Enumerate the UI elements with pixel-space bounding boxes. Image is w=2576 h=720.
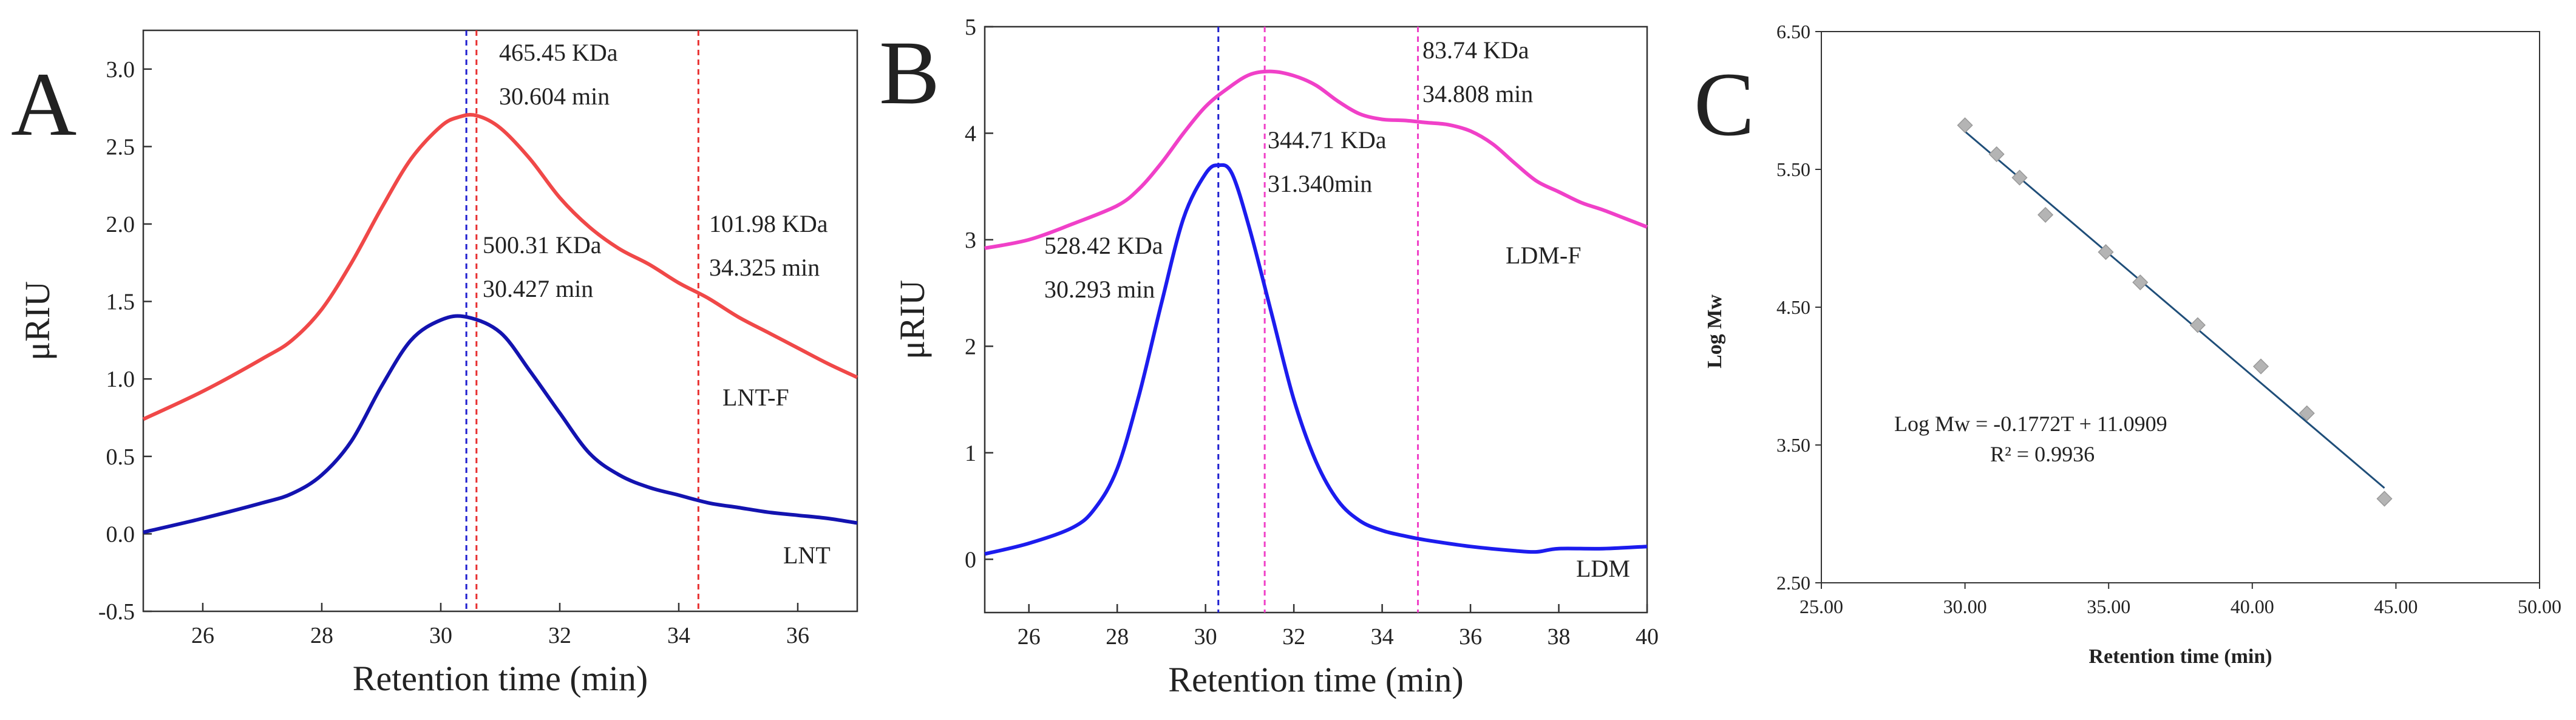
- series-label-ldm-f: LDM-F: [1506, 242, 1581, 269]
- x-tick-label: 32: [1282, 624, 1305, 650]
- panel-letter: C: [1694, 54, 1755, 155]
- data-point: [1957, 117, 1973, 134]
- x-tick-label: 34: [667, 623, 690, 648]
- y-axis-title: μRIU: [892, 280, 932, 359]
- x-tick-label: 30: [429, 623, 452, 648]
- y-tick-label: 6.50: [1776, 21, 1810, 42]
- x-tick-label: 25.00: [1799, 596, 1843, 617]
- regression-r-squared: R² = 0.9936: [1990, 442, 2095, 466]
- y-tick-label: 3.50: [1776, 434, 1810, 456]
- x-tick-label: 35.00: [2087, 596, 2130, 617]
- y-tick-label: 4.50: [1776, 296, 1810, 318]
- peak-annotation-mw: 83.74 KDa: [1422, 36, 1529, 64]
- y-tick-label: 5.50: [1776, 158, 1810, 180]
- y-tick-label: 0: [965, 547, 976, 572]
- peak-annotation-time: 30.604 min: [499, 83, 610, 110]
- y-tick-label: 1: [965, 441, 976, 466]
- peak-annotation-mw: 465.45 KDa: [499, 39, 618, 66]
- data-point: [2037, 206, 2054, 223]
- x-tick-label: 50.00: [2518, 596, 2561, 617]
- x-axis-title: Retention time (min): [1168, 660, 1463, 699]
- data-point: [2189, 317, 2206, 333]
- x-tick-label: 40.00: [2231, 596, 2274, 617]
- peak-annotation-time: 30.427 min: [483, 275, 593, 302]
- data-point: [2132, 274, 2149, 291]
- x-tick-label: 28: [310, 623, 333, 648]
- series-line-lnt: [143, 314, 858, 534]
- series-label-ldm: LDM: [1576, 555, 1630, 582]
- series-line-lnt-f: [142, 113, 858, 421]
- x-tick-label: 38: [1548, 624, 1571, 650]
- peak-annotation-mw: 500.31 KDa: [483, 231, 602, 259]
- peak-annotation-mw: 528.42 KDa: [1044, 232, 1163, 259]
- x-tick-label: 26: [191, 623, 214, 648]
- regression-equation: Log Mw = -0.1772T + 11.0909: [1894, 412, 2167, 436]
- x-tick-label: 30: [1194, 624, 1217, 650]
- peak-annotation-mw: 101.98 KDa: [709, 210, 828, 237]
- y-tick-label: 1.0: [106, 367, 135, 392]
- data-point: [2011, 169, 2028, 186]
- x-axis-title: Retention time (min): [353, 659, 648, 698]
- y-tick-label: 0.0: [106, 521, 135, 547]
- x-tick-label: 32: [548, 623, 571, 648]
- y-tick-label: 2.5: [106, 134, 135, 160]
- x-tick-label: 28: [1106, 624, 1129, 650]
- y-tick-label: 2.0: [106, 212, 135, 237]
- series-label-lnt: LNT: [783, 542, 831, 569]
- y-tick-label: 5: [965, 15, 976, 40]
- x-tick-label: 26: [1018, 624, 1041, 650]
- x-tick-label: 30.00: [1943, 596, 1987, 617]
- y-axis-title: μRIU: [18, 281, 57, 361]
- y-tick-label: 1.5: [106, 290, 135, 315]
- peak-annotation-mw: 344.71 KDa: [1268, 126, 1387, 154]
- data-point: [2098, 244, 2114, 260]
- series-label-lnt-f: LNT-F: [722, 384, 789, 411]
- panel-c: 2.50 3.50 4.50 5.50 6.50 25.00 30.00 35.00 40.00…: [1694, 21, 2561, 668]
- panel-letter: B: [879, 22, 940, 123]
- peak-annotation-time: 34.325 min: [709, 254, 820, 281]
- peak-annotation-time: 31.340min: [1268, 170, 1372, 197]
- regression-line: [1964, 131, 2385, 489]
- x-tick-label: 36: [786, 623, 809, 648]
- plot-frame: [1821, 31, 2540, 583]
- y-axis-title: Log Mw: [1704, 294, 1726, 368]
- peak-annotation-time: 34.808 min: [1422, 80, 1533, 107]
- y-tick-label: 3.0: [106, 57, 135, 83]
- x-axis-title: Retention time (min): [2088, 645, 2272, 668]
- data-point: [2376, 491, 2393, 507]
- x-tick-label: 40: [1636, 624, 1659, 650]
- series-line-ldm-f: [984, 69, 1648, 250]
- series-line-ldm: [984, 163, 1648, 556]
- x-tick-label: 34: [1371, 624, 1394, 650]
- peak-annotation-time: 30.293 min: [1044, 276, 1155, 303]
- y-tick-label: 3: [965, 228, 976, 253]
- data-point: [2252, 358, 2269, 375]
- y-tick-label: -0.5: [98, 599, 135, 625]
- y-tick-label: 0.5: [106, 444, 135, 470]
- data-point: [2299, 405, 2315, 421]
- panel-a: -0.5 0.0 0.5 1.0 1.5 2.0 2.5 3.0 26 28 30 32 34 36 Ret…: [11, 29, 858, 698]
- plot-frame: [984, 25, 1648, 614]
- plot-frame: [142, 29, 858, 613]
- x-tick-label: 36: [1459, 624, 1482, 650]
- y-tick-label: 2: [965, 334, 976, 359]
- y-tick-label: 2.50: [1776, 572, 1810, 594]
- data-point: [1988, 146, 2005, 163]
- x-tick-label: 45.00: [2374, 596, 2418, 617]
- y-tick-label: 4: [965, 121, 976, 146]
- panel-letter: A: [11, 54, 76, 155]
